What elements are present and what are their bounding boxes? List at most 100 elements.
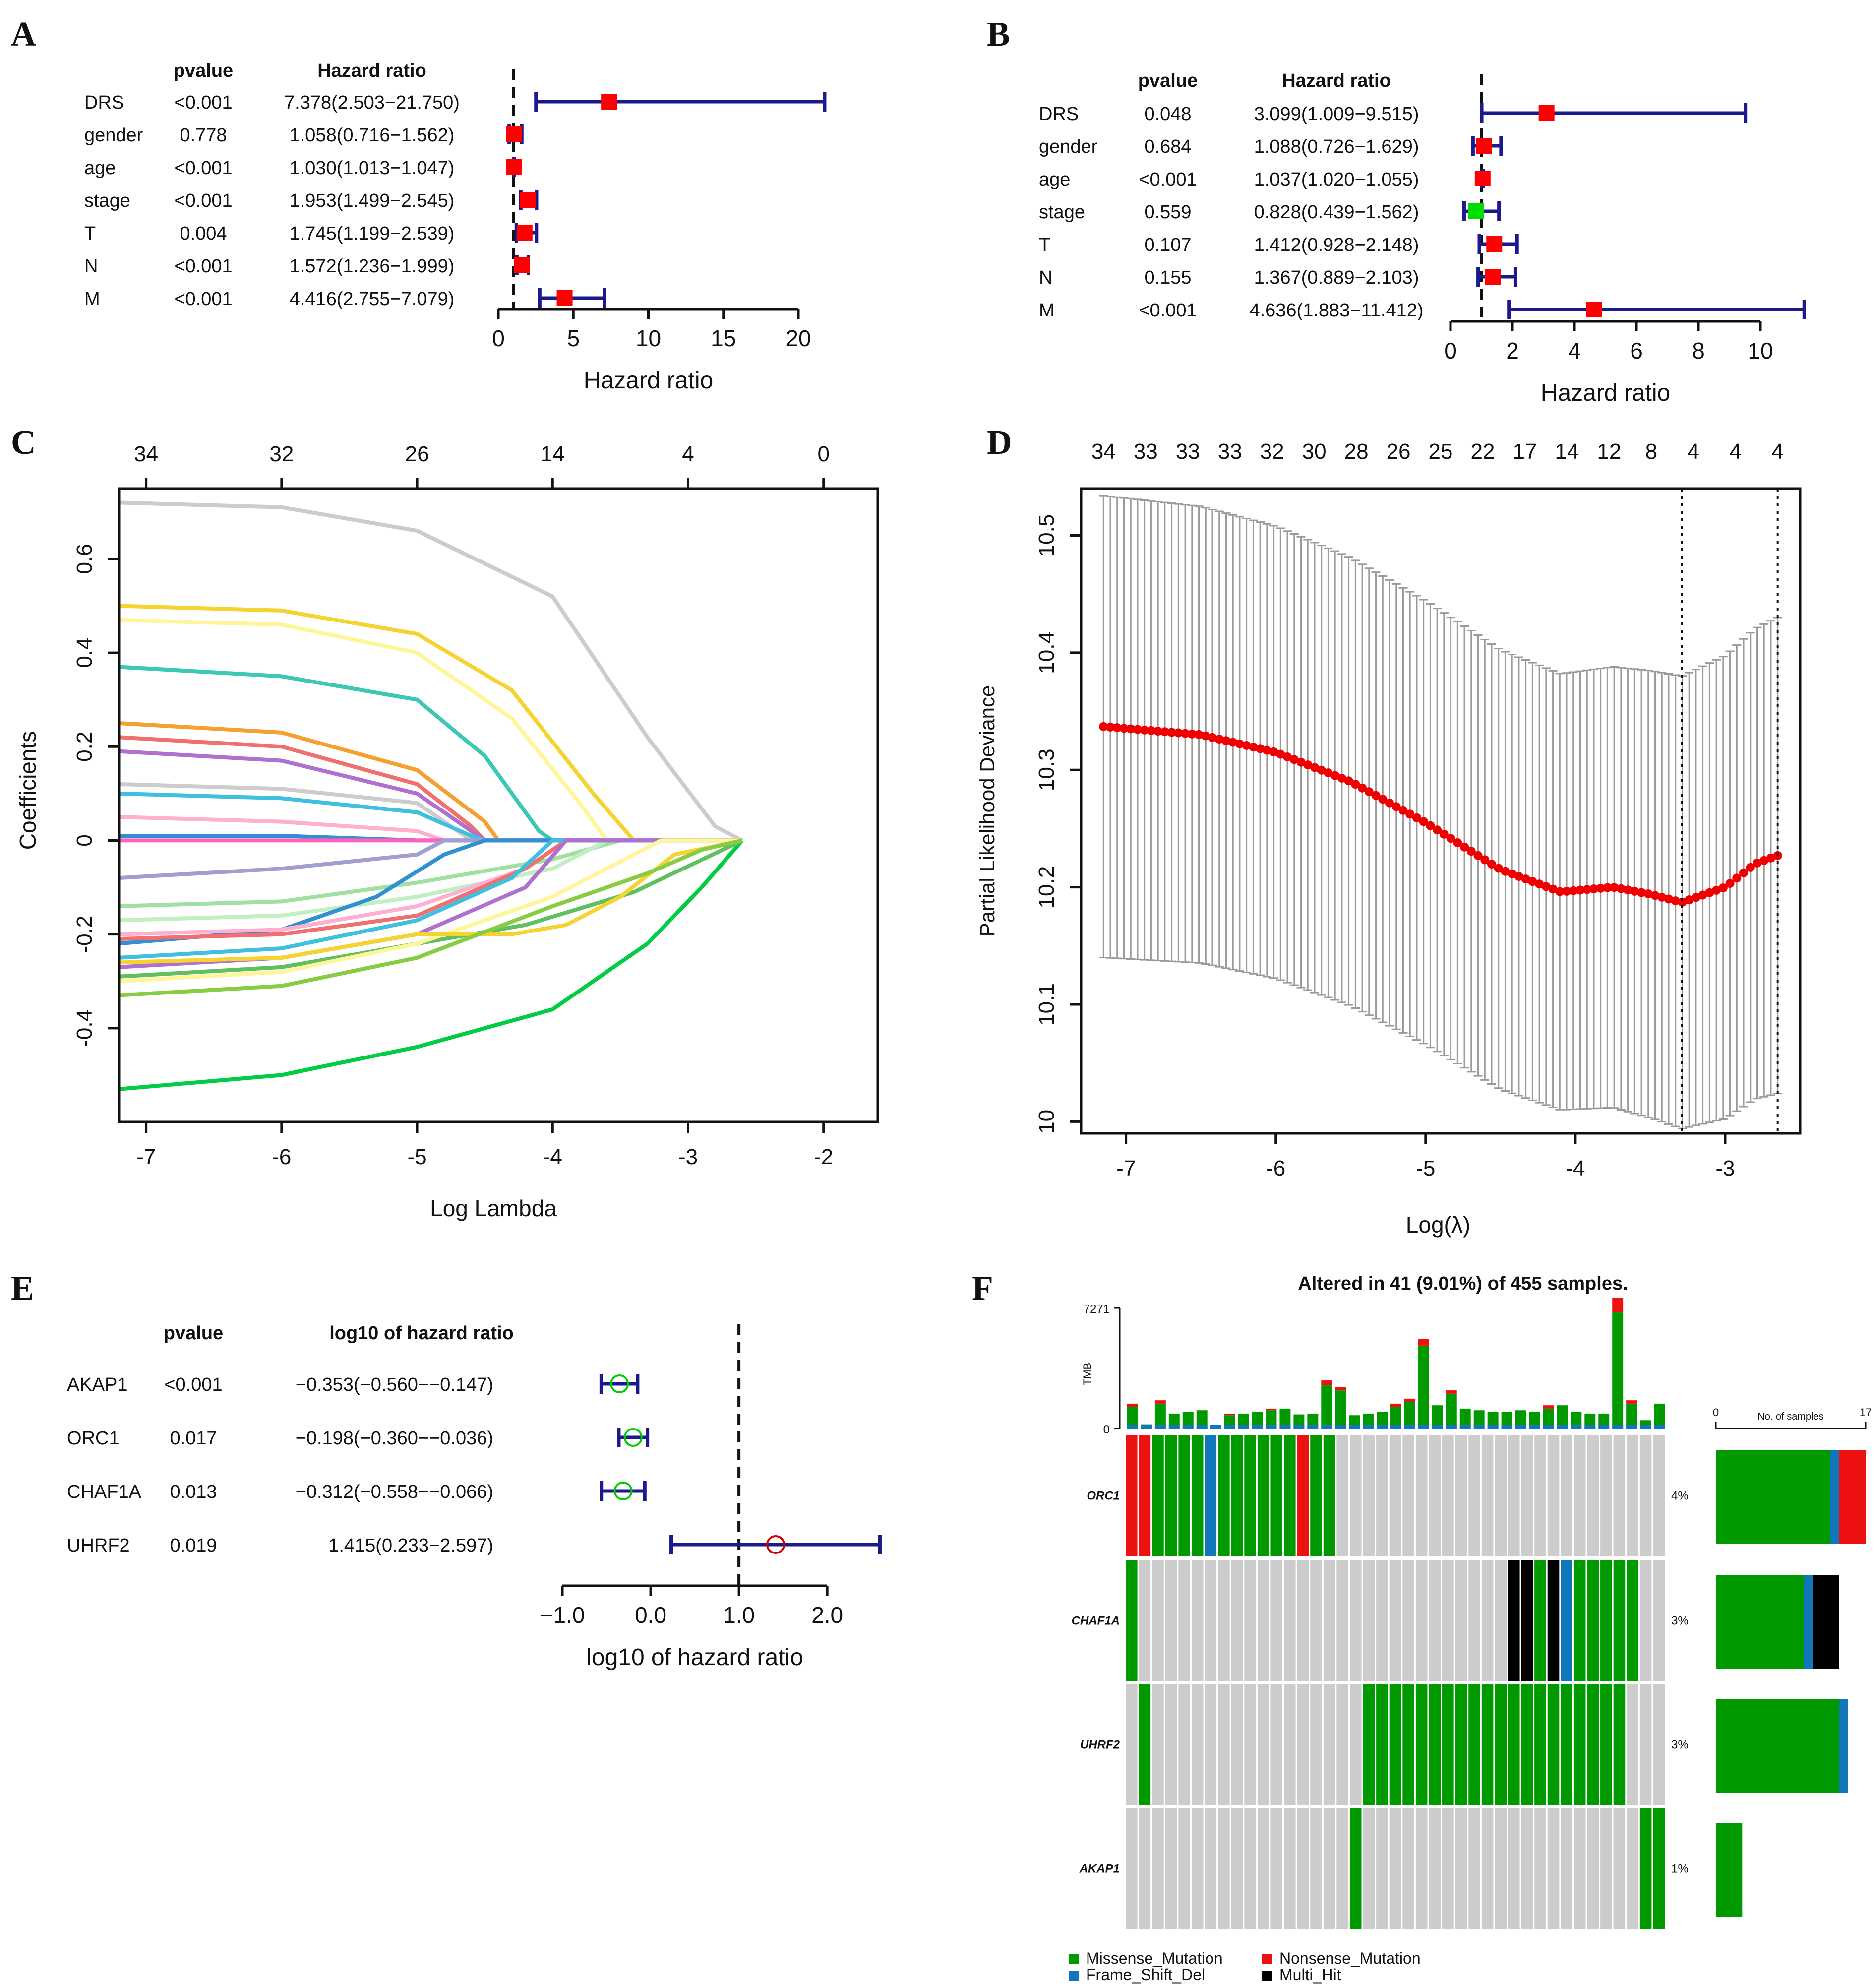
x-tick-label: 5 (567, 325, 580, 351)
row-pvalue: 0.684 (1144, 136, 1191, 157)
mutation-cell (1270, 1435, 1283, 1556)
row-ci-text: 7.378(2.503−21.750) (284, 92, 460, 113)
mutation-cell (1442, 1684, 1454, 1805)
hr-point (1468, 203, 1484, 219)
mutation-cell (1126, 1808, 1138, 1929)
mutation-cell (1218, 1808, 1230, 1929)
mutation-cell (1126, 1560, 1138, 1681)
mutation-cell (1165, 1560, 1177, 1681)
x-tick-label: 0 (1444, 338, 1457, 364)
sample-count-bar (1830, 1450, 1839, 1544)
row-label: M (1039, 300, 1055, 321)
mutation-cell (1415, 1435, 1428, 1556)
hr-point (556, 290, 573, 306)
tmb-bar (1654, 1403, 1665, 1429)
tmb-bar-segment (1238, 1425, 1249, 1429)
deviance-point (1208, 733, 1217, 742)
sample-count-bar (1804, 1575, 1813, 1669)
sample-count-bar (1716, 1699, 1839, 1793)
tmb-bar (1515, 1410, 1526, 1429)
row-ci-text: 1.088(0.726−1.629) (1254, 136, 1419, 157)
top-tick-label: 33 (1134, 439, 1158, 464)
deviance-point (1391, 802, 1401, 811)
hr-point (514, 257, 530, 273)
tmb-bar-segment (1598, 1425, 1610, 1429)
mutation-cell (1653, 1808, 1665, 1929)
deviance-point (1235, 739, 1244, 748)
row-label: stage (84, 190, 130, 211)
row-ci-text: 3.099(1.009−9.515) (1254, 104, 1419, 124)
mutation-cell (1152, 1435, 1164, 1556)
top-tick-label: 30 (1302, 439, 1327, 464)
deviance-point (1453, 838, 1462, 848)
top-tick-label: 22 (1470, 439, 1495, 464)
top-tick-label: 33 (1176, 439, 1200, 464)
deviance-point (1630, 886, 1639, 896)
coefficient-path (119, 838, 743, 997)
mutation-cell (1495, 1435, 1507, 1556)
coefficient-path (119, 500, 743, 842)
tmb-bar-segment (1501, 1425, 1512, 1429)
mutation-cell (1639, 1684, 1652, 1805)
tmb-bar (1543, 1408, 1554, 1429)
mutation-cell (1126, 1435, 1138, 1556)
row-pvalue: <0.001 (174, 289, 232, 310)
tmb-bar-segment (1404, 1425, 1415, 1429)
mutation-cell (1191, 1808, 1204, 1929)
deviance-point (1214, 735, 1224, 744)
hr-point (613, 1482, 633, 1500)
mutation-cell (1613, 1435, 1626, 1556)
row-pvalue: 0.019 (170, 1535, 217, 1556)
deviance-point (1650, 891, 1660, 900)
tmb-bar-segment (1543, 1425, 1554, 1429)
deviance-point (1276, 749, 1285, 759)
mutation-cell (1244, 1560, 1256, 1681)
tmb-bar-segment (1196, 1425, 1208, 1429)
row-ci-text: 1.412(0.928−2.148) (1254, 235, 1419, 255)
top-tick-label: 25 (1429, 439, 1453, 464)
tmb-bar-segment (1515, 1425, 1526, 1429)
mutation-cell (1178, 1808, 1190, 1929)
top-tick-label: 8 (1645, 439, 1657, 464)
x-tick-label: -2 (814, 1145, 833, 1169)
deviance-point (1548, 884, 1558, 894)
mutation-cell (1205, 1808, 1217, 1929)
mutation-cell (1547, 1684, 1560, 1805)
mutation-cell (1363, 1808, 1375, 1929)
mutation-cell (1468, 1560, 1480, 1681)
row-ci-text: −0.198(−0.360−−0.036) (296, 1428, 493, 1449)
deviance-point (1296, 757, 1306, 767)
deviance-point (1698, 890, 1707, 900)
mutation-cell (1653, 1560, 1665, 1681)
top-tick-label: 4 (1729, 439, 1741, 464)
mutation-cell (1231, 1808, 1243, 1929)
mutation-cell (1653, 1684, 1665, 1805)
mutation-cell (1218, 1435, 1230, 1556)
mutation-cell (1323, 1808, 1335, 1929)
x-axis-title: Hazard ratio (584, 368, 713, 394)
deviance-point (1221, 736, 1231, 746)
sample-count-bar (1716, 1450, 1830, 1544)
mutation-cell (1244, 1808, 1256, 1929)
row-pvalue: <0.001 (174, 256, 232, 277)
mutation-cell (1402, 1684, 1414, 1805)
row-label: UHRF2 (67, 1535, 130, 1556)
tmb-bar-segment (1446, 1425, 1457, 1429)
tmb-bar-segment (1168, 1425, 1180, 1429)
mutation-cell (1613, 1808, 1626, 1929)
mutation-cell (1653, 1435, 1665, 1556)
deviance-point (1160, 727, 1169, 737)
deviance-point (1528, 877, 1537, 886)
deviance-point (1344, 776, 1353, 786)
mutation-cell (1495, 1808, 1507, 1929)
deviance-point (1133, 725, 1142, 734)
deviance-point (1725, 879, 1735, 888)
panel-f-oncoplot: Altered in 41 (9.01%) of 455 samples. 727… (1069, 1273, 1872, 1984)
y-axis-title: Coefficients (15, 731, 41, 850)
y-tick-label: 10.1 (1034, 983, 1059, 1026)
deviance-point (1678, 897, 1687, 907)
mutation-cell (1205, 1560, 1217, 1681)
deviance-point (1167, 728, 1176, 737)
y-tick-label: 10 (1034, 1110, 1059, 1134)
x-tick-label: 2 (1506, 338, 1519, 364)
